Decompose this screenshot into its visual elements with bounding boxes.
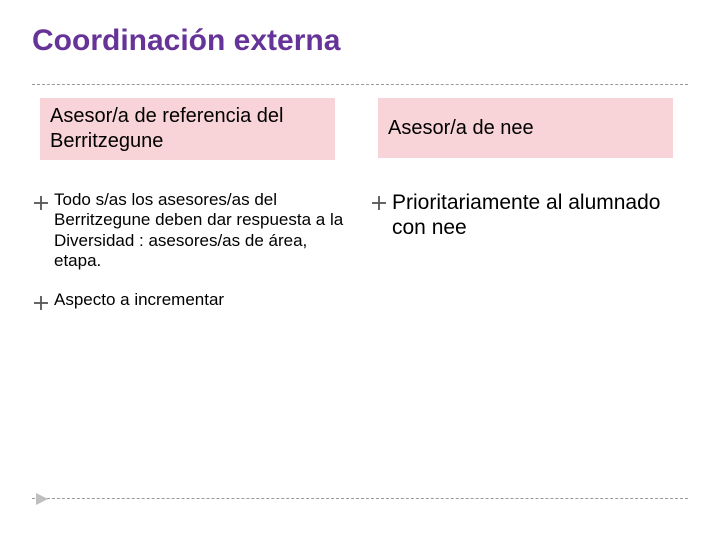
bullet-icon (372, 196, 386, 210)
heading-box-right: Asesor/a de nee (378, 98, 673, 158)
bullet-text: Prioritariamente al alumnado con nee (392, 190, 692, 240)
divider-top (32, 84, 688, 85)
bullet-column-right: Prioritariamente al alumnado con nee (372, 190, 692, 258)
bullet-text: Aspecto a incrementar (54, 290, 224, 310)
slide: Coordinación externa Asesor/a de referen… (0, 0, 720, 540)
list-item: Aspecto a incrementar (34, 290, 344, 310)
bullet-column-left: Todo s/as los asesores/as del Berritzegu… (34, 190, 344, 328)
bullet-icon (34, 296, 48, 310)
list-item: Prioritariamente al alumnado con nee (372, 190, 692, 240)
bullet-text: Todo s/as los asesores/as del Berritzegu… (54, 190, 344, 272)
list-item: Todo s/as los asesores/as del Berritzegu… (34, 190, 344, 272)
divider-bottom (32, 498, 688, 499)
heading-box-left: Asesor/a de referencia del Berritzegune (40, 98, 335, 160)
bullet-icon (34, 196, 48, 210)
slide-title: Coordinación externa (32, 24, 340, 58)
play-icon (34, 491, 50, 512)
